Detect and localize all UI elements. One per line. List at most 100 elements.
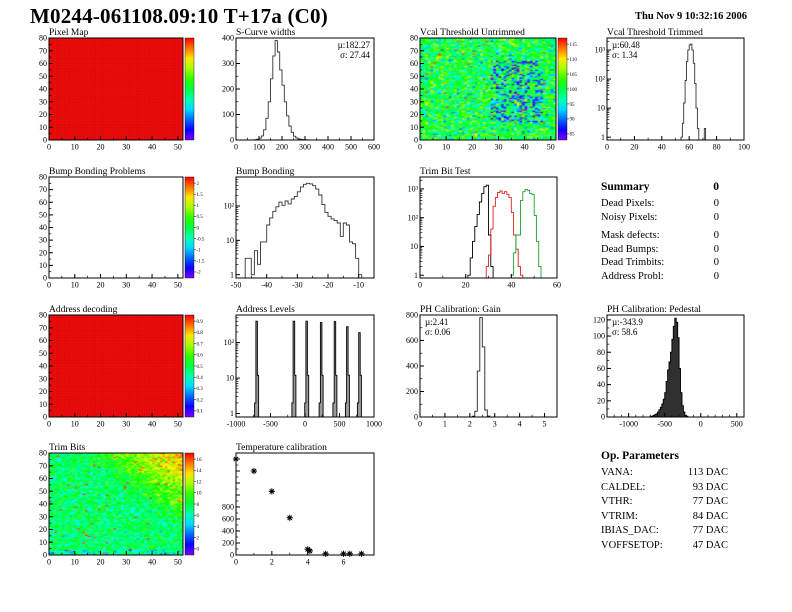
- panel-title: Bump Bonding Problems: [49, 167, 146, 177]
- svg-text:0.4: 0.4: [197, 376, 204, 381]
- plot-frame: [48, 176, 184, 279]
- svg-text:1: 1: [197, 204, 200, 209]
- svg-text:0.7: 0.7: [197, 342, 204, 347]
- svg-text:-20: -20: [323, 281, 334, 290]
- svg-text:0: 0: [43, 551, 47, 560]
- summary-block: Summary 0 Dead Pixels: 0 Noisy Pixels: 0 Mas…: [601, 181, 719, 283]
- svg-text:0: 0: [47, 143, 51, 152]
- series-vcal-trimmed: [680, 43, 707, 141]
- svg-text:0: 0: [197, 548, 200, 553]
- svg-text:1: 1: [230, 409, 234, 418]
- svg-text:800: 800: [222, 503, 234, 512]
- vcal-trimmed-chart: Vcal Threshold Trimmed 0 20 40 60 80 100 1 10 10²…: [595, 28, 750, 152]
- summary-row: Dead Pixels: 0: [601, 197, 719, 211]
- svg-text:60: 60: [597, 364, 605, 373]
- svg-text:-1: -1: [197, 249, 202, 254]
- svg-text:0: 0: [43, 413, 47, 422]
- op-parameter-row-label: VTRIM:: [601, 510, 638, 522]
- svg-text:0: 0: [230, 136, 234, 145]
- svg-text:0: 0: [234, 143, 238, 152]
- svg-text:10: 10: [197, 492, 203, 497]
- svg-text:40: 40: [597, 380, 605, 389]
- svg-text:40: 40: [148, 558, 156, 567]
- panel-title: Pixel Map: [49, 28, 89, 38]
- colorbar: 2 1.5 1 0.5 0 -0.5 -1 -1.5 -2: [184, 176, 205, 279]
- svg-text:-1000: -1000: [227, 420, 246, 429]
- svg-text:40: 40: [507, 281, 515, 290]
- x-axis: 0 1 2 3 4 5: [418, 413, 558, 429]
- svg-text:10³: 10³: [595, 46, 606, 55]
- svg-text:30: 30: [39, 374, 47, 383]
- address-decoding-heatmap-canvas: [49, 315, 183, 417]
- panel-title: Vcal Threshold Trimmed: [607, 28, 703, 38]
- svg-text:σ: 27.44: σ: 27.44: [340, 50, 370, 60]
- svg-text:300: 300: [222, 59, 234, 68]
- panel-vcal-trimmed: Vcal Threshold Trimmed 0 20 40 60 80 100 1 10 10²…: [581, 26, 771, 155]
- summary-row-label: Dead Bumps:: [601, 243, 659, 255]
- svg-text:10: 10: [39, 261, 47, 270]
- summary-row-value: 0: [713, 243, 719, 255]
- svg-text:10: 10: [410, 123, 418, 132]
- svg-text:-500: -500: [657, 420, 672, 429]
- svg-text:80: 80: [39, 311, 47, 320]
- panel-title: Address Levels: [236, 305, 295, 315]
- svg-text:-30: -30: [292, 281, 303, 290]
- scatter-marker: [250, 467, 258, 475]
- series: [649, 317, 689, 417]
- plot-frame: [48, 452, 184, 556]
- series-levels: [253, 320, 362, 418]
- svg-text:0: 0: [414, 413, 418, 422]
- x-axis: 0 10 20 30 40 50: [47, 274, 182, 290]
- panel-title: Bump Bonding: [236, 167, 295, 177]
- svg-text:0: 0: [418, 143, 422, 152]
- series-trim-green: [510, 189, 542, 278]
- svg-text:µ:-343.9: µ:-343.9: [612, 317, 643, 327]
- temperature-chart: Temperature calibration 0 2 4 6 0 200 400 600 800: [222, 443, 375, 567]
- address-decoding-chart: Address decoding 0 10 20 30 40 50 0 10 20 30 40 50 60…: [39, 305, 204, 429]
- svg-text:-10: -10: [353, 281, 364, 290]
- svg-text:20: 20: [468, 143, 476, 152]
- svg-text:14: 14: [197, 469, 203, 474]
- svg-text:20: 20: [462, 281, 470, 290]
- panel-scurve-widths: S-Curve widths 0 100 200 300 400 500 600 0 100 200…: [210, 26, 401, 155]
- svg-text:80: 80: [39, 34, 47, 43]
- vcal-untrimmed-heatmap-canvas: [420, 38, 556, 140]
- series: [469, 317, 493, 418]
- y-axis: 1 10 10²: [224, 317, 240, 418]
- panel-title: Trim Bits: [49, 443, 86, 453]
- svg-text:10²: 10²: [224, 338, 235, 347]
- panel-title: Address decoding: [49, 305, 118, 315]
- address-levels-chart: Address Levels -1000 -500 0 500 1000 1 10 10²: [224, 305, 382, 429]
- svg-text:50: 50: [39, 210, 47, 219]
- plot-frame: [419, 37, 557, 141]
- svg-text:-2: -2: [197, 271, 202, 276]
- svg-text:50: 50: [174, 420, 182, 429]
- op-parameter-row: VTRIM: 84 DAC: [601, 510, 728, 525]
- summary-row-value: 0: [713, 198, 719, 209]
- svg-text:0: 0: [43, 136, 47, 145]
- y-axis: 1 10 10² 10³: [408, 179, 424, 280]
- y-axis: 0 10 20 30 40 50 60 70 80: [39, 311, 53, 422]
- svg-text:200: 200: [222, 539, 234, 548]
- svg-text:100: 100: [738, 143, 750, 152]
- scatter-marker: [306, 547, 313, 555]
- y-axis: 1 10 10²: [224, 178, 240, 279]
- summary-heading-value: 0: [713, 181, 719, 193]
- svg-text:10: 10: [226, 374, 234, 383]
- panel-address-levels: Address Levels -1000 -500 0 500 1000 1 10 10²: [210, 303, 401, 432]
- svg-text:0: 0: [47, 281, 51, 290]
- y-axis: 1 10 10² 10³: [595, 40, 611, 142]
- svg-text:10: 10: [39, 538, 47, 547]
- svg-text:0: 0: [230, 551, 234, 560]
- svg-text:1: 1: [443, 420, 447, 429]
- svg-text:40: 40: [39, 223, 47, 232]
- series: [244, 182, 363, 278]
- svg-text:10: 10: [39, 400, 47, 409]
- svg-text:10: 10: [71, 281, 79, 290]
- svg-text:50: 50: [174, 558, 182, 567]
- svg-text:100: 100: [570, 88, 578, 93]
- op-parameter-row: IBIAS_DAC: 77 DAC: [601, 524, 728, 539]
- svg-text:20: 20: [39, 525, 47, 534]
- x-axis: 0 10 20 30 40 50: [47, 136, 182, 152]
- svg-text:0: 0: [414, 136, 418, 145]
